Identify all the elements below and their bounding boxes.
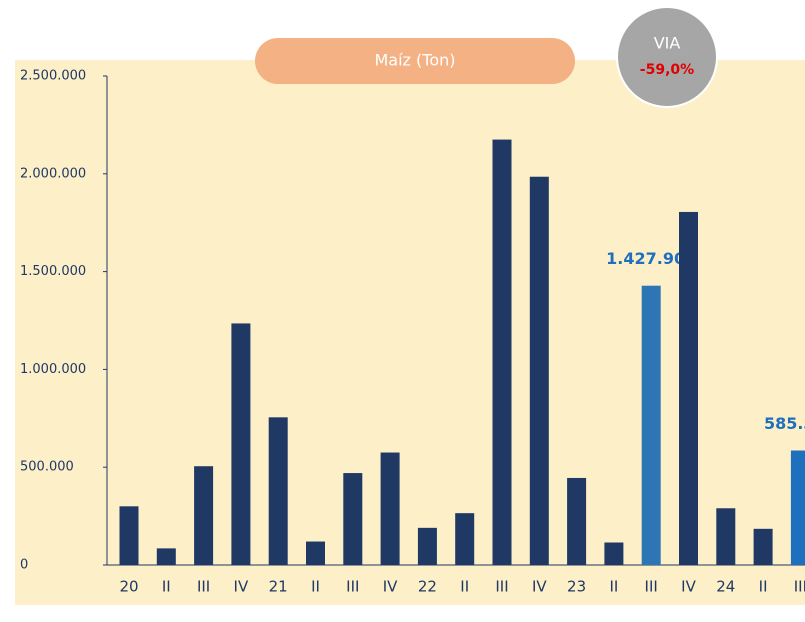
badge	[616, 6, 718, 108]
value-label: 585.351	[764, 414, 805, 433]
y-tick-label: 2.000.000	[20, 166, 86, 181]
title-pill	[255, 38, 575, 84]
panel	[15, 60, 805, 605]
x-tick-label: III	[495, 578, 508, 596]
x-tick-label: IV	[532, 578, 547, 596]
y-tick-label: 1.500.000	[20, 264, 86, 279]
bar	[492, 139, 512, 565]
x-tick-label: II	[759, 578, 768, 596]
bar	[790, 450, 805, 565]
x-tick-label: IV	[681, 578, 696, 596]
bar	[529, 176, 549, 565]
x-tick-label: 24	[716, 578, 735, 596]
x-tick-label: II	[311, 578, 320, 596]
x-tick-label: 21	[269, 578, 288, 596]
bar	[306, 541, 325, 565]
y-tick-label: 2.500.000	[20, 69, 86, 84]
bar	[604, 542, 624, 565]
bar	[417, 527, 437, 565]
badge-value: -59,0%	[640, 62, 694, 78]
bar	[156, 548, 176, 565]
bar	[380, 452, 400, 565]
x-tick-label: III	[794, 578, 805, 596]
x-tick-label: II	[460, 578, 469, 596]
bar	[716, 508, 736, 565]
bar	[343, 473, 363, 565]
x-tick-label: IV	[234, 578, 249, 596]
bar	[455, 513, 475, 565]
y-tick-label: 1.000.000	[20, 362, 86, 377]
bar	[753, 528, 773, 565]
chart-title: Maíz (Ton)	[374, 51, 455, 70]
bar	[231, 323, 251, 565]
x-tick-label: 22	[418, 578, 437, 596]
value-label: 1.427.908	[606, 249, 696, 268]
bar	[641, 285, 661, 565]
x-tick-label: III	[197, 578, 210, 596]
y-tick-label: 500.000	[20, 460, 74, 475]
x-tick-label: IV	[383, 578, 398, 596]
x-tick-label: III	[645, 578, 658, 596]
x-tick-label: 23	[567, 578, 586, 596]
x-tick-label: III	[346, 578, 359, 596]
bar	[268, 417, 288, 565]
bar	[194, 466, 214, 565]
x-tick-label: II	[609, 578, 618, 596]
x-tick-label: 20	[119, 578, 138, 596]
bar	[567, 477, 587, 565]
badge-label: VIA	[654, 34, 681, 53]
x-tick-label: II	[162, 578, 171, 596]
bar	[679, 211, 698, 565]
bar	[119, 506, 139, 565]
y-tick-label: 0	[20, 558, 28, 573]
